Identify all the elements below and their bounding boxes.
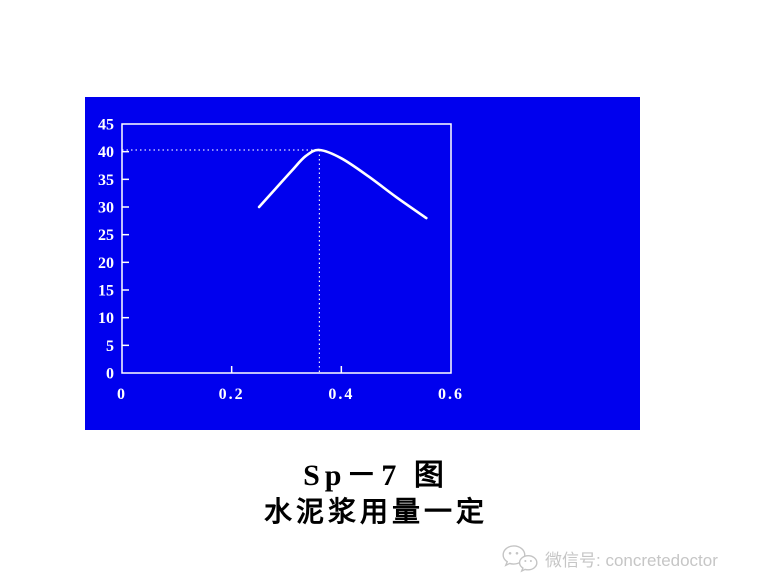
y-tick-label: 5 (106, 338, 114, 355)
figure-caption: Sp－7 图 水泥浆用量一定 (0, 458, 752, 530)
wechat-icon (502, 545, 538, 573)
y-tick-label: 10 (98, 310, 114, 327)
x-tick-label: 0.6 (438, 386, 464, 403)
curve-path (257, 148, 428, 220)
y-tick-label: 35 (98, 172, 114, 189)
line-chart: 0 5 10 15 20 25 30 35 40 45 0 0.2 0.4 0.6 (98, 117, 464, 404)
y-tick-label: 40 (98, 144, 114, 161)
watermark: 微信号: concretedoctor (501, 543, 718, 573)
chart-panel: 0 5 10 15 20 25 30 35 40 45 0 0.2 0.4 0.6 (85, 97, 640, 430)
y-tick-label: 0 (106, 366, 114, 383)
y-tick-label: 45 (98, 117, 114, 134)
plot-border (121, 123, 452, 374)
x-tick-label: 0.2 (219, 386, 245, 403)
x-tick-label: 0 (117, 386, 127, 403)
y-tick-label: 20 (98, 255, 114, 272)
y-tick-label: 30 (98, 200, 114, 217)
y-tick-label: 15 (98, 283, 114, 300)
figure-title: Sp－7 图 (303, 459, 449, 492)
y-tick-label: 25 (98, 227, 114, 244)
x-tick-label: 0.4 (328, 386, 354, 403)
figure-subtitle: 水泥浆用量一定 (263, 495, 488, 528)
watermark-text: 微信号: concretedoctor (545, 550, 718, 570)
